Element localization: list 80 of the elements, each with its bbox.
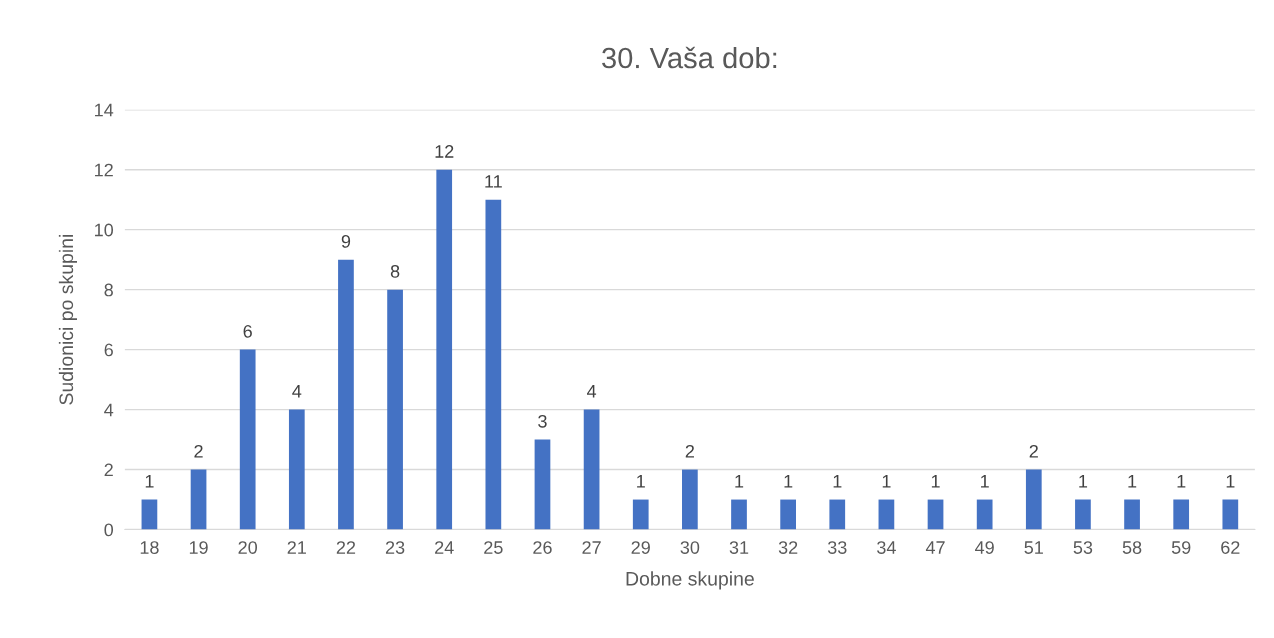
data-label: 1: [882, 475, 891, 488]
data-label: 1: [735, 475, 744, 488]
data-label: 1: [1226, 475, 1235, 488]
x-tick-label: 23: [385, 541, 405, 554]
bar: [780, 499, 796, 530]
y-tick-label: 4: [104, 403, 114, 417]
bar: [436, 169, 453, 530]
x-tick-label: 27: [582, 541, 601, 554]
bar: [387, 289, 403, 530]
x-tick-label: 30: [680, 541, 700, 554]
y-tick-label: 2: [104, 463, 113, 477]
x-tick-label: 62: [1221, 541, 1240, 554]
x-tick-label: 32: [778, 541, 798, 554]
y-tick-label: 6: [104, 343, 113, 357]
bar: [338, 259, 354, 530]
x-tick-label: 26: [533, 541, 552, 554]
data-label: 3: [538, 414, 547, 428]
x-tick-label: 49: [975, 541, 994, 554]
data-label: 1: [784, 475, 793, 488]
data-label: 12: [435, 145, 454, 158]
x-tick-label: 59: [1171, 541, 1191, 554]
data-label: 4: [292, 385, 302, 398]
x-tick-label: 58: [1122, 541, 1142, 554]
x-tick-label: 24: [435, 541, 454, 554]
x-tick-label: 51: [1024, 541, 1043, 554]
x-tick-label: 25: [484, 541, 503, 554]
y-tick-label: 14: [95, 103, 114, 117]
bar: [190, 469, 207, 530]
chart-title: 30. Vaša dob:: [602, 46, 777, 69]
data-label: 6: [243, 324, 252, 338]
data-label: 8: [390, 264, 400, 278]
data-label: 1: [981, 475, 989, 488]
data-label: 1: [1079, 475, 1088, 488]
bar: [534, 439, 551, 530]
bar: [829, 499, 846, 530]
data-label: 1: [637, 475, 645, 488]
x-axis-title: Dobne skupine: [626, 571, 754, 590]
bar: [927, 499, 944, 530]
x-tick-label: 29: [631, 541, 650, 554]
x-tick-label: 47: [925, 541, 945, 554]
bar: [141, 499, 158, 530]
x-tick-label: 22: [336, 541, 356, 554]
data-label: 4: [587, 385, 597, 398]
x-tick-label: 33: [827, 541, 847, 554]
bar: [288, 409, 305, 530]
data-label: 1: [1177, 475, 1186, 488]
x-tick-label: 19: [189, 541, 208, 554]
data-label: 9: [341, 234, 351, 248]
bar: [682, 469, 698, 530]
bar: [632, 499, 649, 530]
bar: [583, 409, 600, 530]
bar: [1075, 499, 1091, 530]
bar: [1222, 499, 1239, 530]
x-tick-label: 20: [238, 541, 258, 554]
data-label: 2: [1029, 444, 1038, 458]
data-label: 2: [685, 444, 694, 458]
data-label: 2: [194, 444, 203, 458]
bar: [1025, 469, 1042, 530]
y-axis-title: Sudionici po skupini: [58, 235, 77, 405]
bar: [731, 499, 747, 530]
x-tick-label: 18: [140, 541, 159, 554]
x-tick-label: 53: [1073, 541, 1093, 554]
y-tick-label: 12: [95, 163, 113, 177]
y-tick-label: 8: [104, 283, 113, 297]
bar: [878, 499, 895, 530]
x-tick-label: 34: [877, 541, 896, 554]
bar: [1124, 499, 1140, 530]
y-tick-label: 0: [104, 523, 114, 537]
data-label: 11: [485, 175, 502, 188]
bar: [485, 199, 502, 530]
bar: [1173, 499, 1190, 530]
data-label: 1: [833, 475, 842, 488]
bar: [239, 349, 256, 530]
x-tick-label: 21: [287, 541, 306, 554]
data-label: 1: [931, 475, 940, 488]
x-tick-label: 31: [729, 541, 749, 554]
bar: [976, 499, 993, 530]
y-tick-label: 10: [95, 223, 114, 237]
data-label: 1: [1128, 475, 1137, 488]
data-label: 1: [145, 475, 154, 488]
